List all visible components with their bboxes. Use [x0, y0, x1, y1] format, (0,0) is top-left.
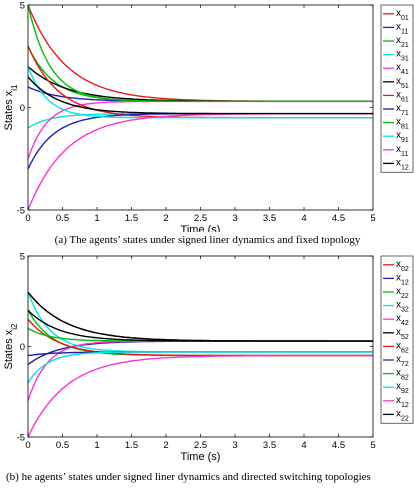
caption-a: (a) The agents’ states under signed line… [54, 234, 361, 246]
series-line-7 [28, 113, 373, 170]
y-tick-label-2: 5 [20, 1, 25, 12]
x-axis-label: Time (s) [181, 451, 221, 463]
legend-label-sub-6: 62 [401, 347, 409, 354]
legend-label-sub-10: 11 [401, 150, 408, 157]
x-axis-label: Time (s) [181, 224, 221, 232]
legend-label-sub-3: 31 [401, 55, 409, 62]
x-tick-label-10: 5 [370, 440, 375, 451]
x-tick-label-5: 2.5 [194, 440, 207, 451]
legend-label-sub-11: 12 [401, 164, 409, 171]
series-line-9 [28, 66, 373, 119]
series-line-9 [28, 351, 373, 384]
x-tick-label-0: 0 [25, 440, 30, 451]
y-tick-label-0: -5 [17, 433, 25, 444]
legend-label-sub-5: 51 [401, 82, 409, 89]
legend-box [380, 255, 414, 424]
legend-label-sub-8: 82 [401, 374, 409, 381]
legend-label-sub-11: 22 [401, 415, 409, 422]
legend-label-sub-5: 52 [401, 333, 409, 340]
series-line-11 [28, 309, 373, 342]
y-tick-label-1: 0 [20, 103, 25, 114]
legend-label-sub-4: 41 [401, 69, 409, 76]
legend-label-sub-10: 12 [401, 401, 409, 408]
series-line-0 [28, 5, 373, 102]
x-tick-label-7: 3.5 [263, 440, 276, 451]
legend-label-sub-2: 22 [401, 293, 409, 300]
legend-label-sub-7: 71 [401, 110, 409, 117]
y-tick-label-0: -5 [17, 206, 25, 217]
series-line-4 [28, 100, 373, 160]
series-line-5 [28, 291, 373, 342]
legend-label-sub-4: 42 [401, 320, 409, 327]
x-tick-label-2: 1 [94, 213, 99, 224]
x-tick-label-6: 3 [232, 213, 237, 224]
x-tick-label-10: 5 [370, 213, 375, 224]
legend-label-sub-0: 02 [401, 265, 409, 272]
y-axis-label: States xi1 [3, 84, 19, 131]
y-axis-label: States xi2 [3, 323, 19, 370]
x-tick-label-9: 4.5 [332, 440, 345, 451]
x-tick-label-3: 1.5 [125, 440, 138, 451]
x-tick-label-2: 1 [94, 440, 99, 451]
series-group [28, 5, 373, 210]
x-tick-label-8: 4 [301, 440, 306, 451]
x-tick-label-0: 0 [25, 213, 30, 224]
y-tick-label-1: 0 [20, 342, 25, 353]
series-line-11 [28, 76, 373, 115]
caption-b: (b) he agents’ states under signed liner… [6, 471, 371, 483]
legend-label-sub-8: 81 [401, 123, 409, 130]
series-line-0 [28, 291, 373, 342]
y-tick-label-2: 5 [20, 252, 25, 263]
series-line-3 [28, 291, 373, 353]
legend-label-sub-9: 91 [401, 137, 409, 144]
legend-label-sub-6: 61 [401, 96, 409, 103]
legend-label-sub-0: 01 [401, 14, 409, 21]
x-tick-label-1: 0.5 [56, 213, 69, 224]
legend-label-sub-9: 92 [401, 388, 409, 395]
series-line-10 [28, 354, 373, 437]
x-tick-label-9: 4.5 [332, 213, 345, 224]
x-tick-label-4: 2 [163, 440, 168, 451]
x-tick-label-3: 1.5 [125, 213, 138, 224]
series-line-10 [28, 113, 373, 210]
legend-label-sub-2: 21 [401, 42, 409, 49]
x-tick-label-7: 3.5 [263, 213, 276, 224]
x-tick-label-1: 0.5 [56, 440, 69, 451]
series-line-5 [28, 65, 373, 102]
legend-label-sub-3: 32 [401, 306, 409, 313]
x-tick-label-4: 2 [163, 213, 168, 224]
x-tick-label-6: 3 [232, 440, 237, 451]
legend-label-sub-1: 11 [401, 28, 408, 35]
legend-box [380, 4, 414, 173]
series-group [28, 291, 373, 437]
series-line-8 [28, 5, 373, 102]
y-axis-label-sub: i2 [10, 323, 19, 330]
y-axis-label-sub: i1 [10, 84, 19, 91]
x-tick-label-5: 2.5 [194, 213, 207, 224]
x-tick-label-8: 4 [301, 213, 306, 224]
legend-label-sub-7: 72 [401, 361, 409, 368]
legend-label-sub-1: 12 [401, 279, 409, 286]
